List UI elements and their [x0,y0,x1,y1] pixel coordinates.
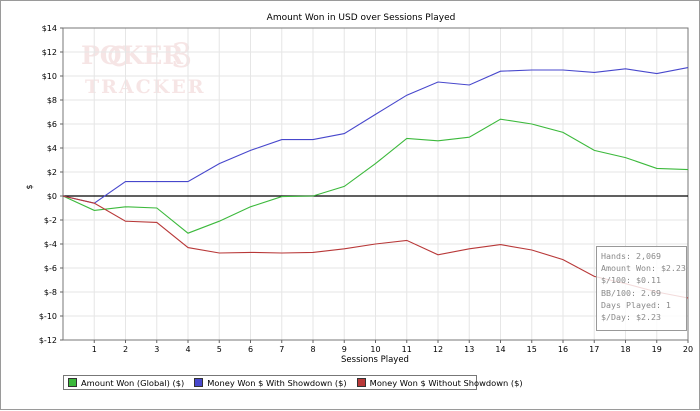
legend-swatch-without-showdown [356,378,366,387]
y-tick-label: $-6 [44,264,57,273]
y-tick-label: $-8 [44,288,57,297]
stats-box: Hands: 2,069 Amount Won: $2.23 $/100: $0… [596,246,687,331]
x-tick-label: 12 [433,345,443,354]
stat-hands: Hands: 2,069 [601,251,661,261]
stat-amount-won: Amount Won: $2.23 [601,263,686,274]
series-line-money-won-without-showdown [62,195,689,299]
stat-days-played: Days Played: 1 [601,299,671,310]
series-line-money-won-with-showdown [62,67,689,204]
y-tick-label: $-10 [39,312,57,321]
x-tick-label: 11 [402,345,412,354]
x-tick-label: 16 [558,345,568,354]
x-tick-label: 15 [527,345,537,354]
y-tick-label: $4 [47,144,57,153]
poker-chip-icon [108,45,130,67]
y-tick-label: $10 [42,72,57,81]
legend-label-without-showdown: Money Won $ Without Showdown ($) [369,377,523,388]
stat-bb-100: BB/100: 2.69 [601,287,661,298]
x-tick-label: 17 [589,345,599,354]
x-tick-label: 14 [495,345,505,354]
x-tick-label: 1 [92,345,97,354]
y-axis-ticks: $14 $12 $10 $8 $6 $4 $2 $0 $-2 $-4 $-6 $-8 $-10 $-12 [39,24,63,345]
legend-item-global: Amount Won (Global) ($) [68,378,184,388]
y-tick-label: $-12 [39,336,57,345]
y-axis-label: $ [25,184,34,189]
x-tick-label: 2 [123,345,128,354]
chart-title: Amount Won in USD over Sessions Played [267,13,456,23]
y-tick-label: $12 [42,48,57,57]
x-tick-label: 5 [217,345,222,354]
y-tick-label: $8 [47,96,57,105]
legend-swatch-with-showdown [194,378,204,387]
y-tick-label: $2 [47,168,57,177]
y-tick-label: $6 [47,120,57,129]
x-tick-label: 19 [652,345,662,354]
x-tick-label: 10 [370,345,380,354]
x-tick-label: 3 [154,345,159,354]
y-tick-label: $-4 [44,240,57,249]
chart-legend: Amount Won (Global) ($) Money Won $ With… [63,375,523,390]
series-lines [62,67,689,299]
x-axis-label: Sessions Played [341,355,409,365]
legend-swatch-global [68,378,77,387]
legend-item-without-showdown: Money Won $ Without Showdown ($) [356,377,523,388]
y-tick-label: $14 [42,24,57,33]
watermark-three: 3 [171,36,193,76]
x-tick-label: 8 [310,345,315,354]
x-tick-label: 4 [185,345,190,354]
stat-per-day: $/Day: $2.23 [601,312,661,323]
watermark-line1: POKER [81,41,183,70]
x-tick-label: 13 [464,345,474,354]
x-tick-label: 18 [620,345,630,354]
x-tick-label: 7 [279,345,284,354]
x-tick-label: 20 [683,345,693,354]
legend-label-global: Amount Won (Global) ($) [81,377,185,388]
poker-tracker-watermark-logo: POKER 3 TRACKER [81,36,206,98]
legend-item-with-showdown: Money Won $ With Showdown ($) [194,377,347,388]
legend-label-with-showdown: Money Won $ With Showdown ($) [207,377,347,388]
x-tick-label: 9 [342,345,347,354]
x-tick-label: 6 [248,345,253,354]
x-axis-ticks: 1 2 3 4 5 6 7 8 9 10 11 12 13 14 15 16 17 18 19 20 [92,340,693,354]
y-tick-label: $-2 [44,216,57,225]
y-tick-label: $0 [47,192,57,201]
stat-per-100: $/100: $0.11 [601,275,661,286]
grid-lines [63,27,689,341]
watermark-line2: TRACKER [85,76,206,98]
series-line-amount-won-global [62,118,689,234]
